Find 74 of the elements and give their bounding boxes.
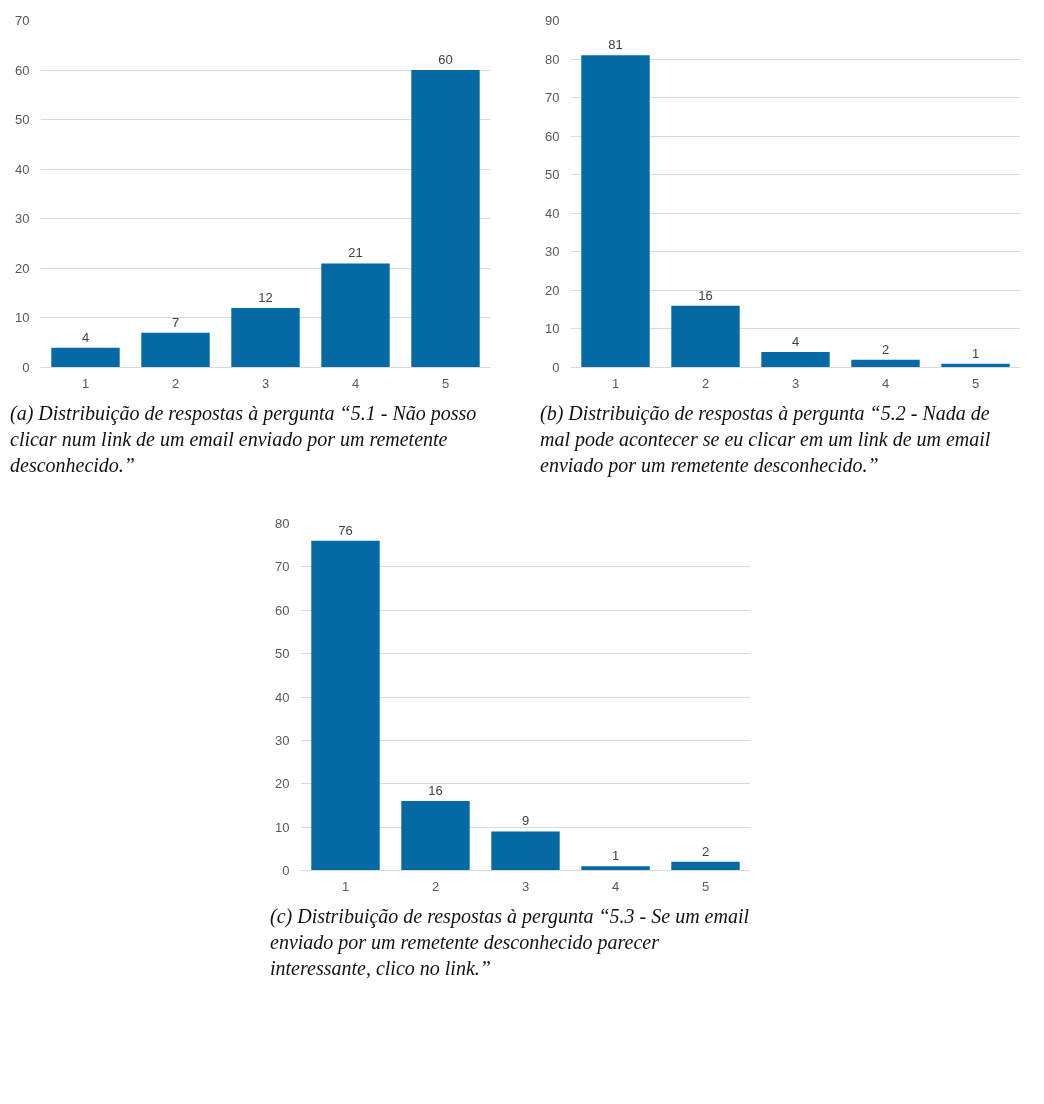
bar [671,305,740,368]
bar [671,861,740,871]
x-tick-label: 3 [791,375,800,391]
x-tick-label: 1 [81,375,90,391]
x-tick-label: 2 [431,878,440,894]
bar [851,359,920,368]
x-tick-label: 2 [171,375,180,391]
bar [401,801,470,871]
y-tick-label: 70 [15,13,30,28]
y-tick-label: 80 [275,516,290,531]
y-tick-label: 40 [15,161,30,177]
y-tick-label: 70 [275,559,290,575]
y-tick-label: 30 [275,732,290,748]
x-tick-label: 4 [881,375,890,391]
y-tick-label: 50 [545,167,560,183]
data-label: 12 [258,290,273,306]
bar [51,347,120,368]
x-tick-label: 5 [441,375,450,391]
bar [231,308,300,368]
data-label: 4 [791,334,800,350]
data-label: 7 [171,314,180,330]
bar [311,540,380,871]
y-tick-label: 40 [545,205,560,221]
data-label: 60 [438,52,453,68]
y-tick-label: 60 [15,62,30,78]
y-tick-label: 80 [545,51,560,67]
x-tick-label: 2 [701,375,710,391]
y-tick-label: 30 [545,244,560,260]
y-tick-label: 20 [15,260,30,276]
data-label: 21 [348,245,363,261]
x-tick-label: 4 [611,878,620,894]
y-tick-label: 40 [275,689,290,705]
data-label: 16 [428,783,443,799]
x-tick-label: 1 [611,375,620,391]
y-tick-label: 50 [275,646,290,662]
data-label: 2 [701,843,710,859]
text: (a) Distribuição de respostas à pergunta “5.1 - Não posso clicar num link de um email enviado por um remetente desconhecido.” [10,401,478,478]
data-label: 76 [338,522,353,538]
y-tick-label: 0 [552,360,560,375]
bar [581,55,650,368]
y-tick-label: 60 [275,602,290,618]
bar [761,352,830,368]
y-tick-label: 60 [545,128,560,144]
data-label: 9 [521,813,530,829]
text: (c) Distribuição de respostas à pergunta “5.3 - Se um email enviado por um remetente desconhecido parecer interessante, clico no link.” [270,904,750,981]
data-label: 1 [611,848,620,864]
bar [141,332,210,368]
x-tick-label: 5 [971,375,980,391]
bar [321,263,390,368]
y-tick-label: 0 [282,863,290,878]
x-tick-label: 4 [351,375,360,391]
data-label: 1 [971,345,980,361]
y-tick-label: 20 [545,282,560,298]
data-label: 4 [81,329,90,345]
y-tick-label: 10 [275,819,290,835]
x-tick-label: 3 [261,375,270,391]
y-tick-label: 20 [275,776,290,792]
y-tick-label: 70 [545,90,560,106]
y-tick-label: 10 [15,310,30,326]
y-tick-label: 30 [15,211,30,227]
data-label: 81 [608,37,623,53]
x-tick-label: 3 [521,878,530,894]
y-tick-label: 90 [545,13,560,28]
bar [411,70,480,368]
x-tick-label: 1 [341,878,350,894]
data-label: 2 [881,341,890,357]
y-tick-label: 50 [15,112,30,128]
data-label: 16 [698,287,713,303]
bar [581,866,650,871]
y-tick-label: 10 [545,321,560,337]
x-tick-label: 5 [701,878,710,894]
bar [491,831,560,871]
y-tick-label: 0 [22,360,30,375]
text: (b) Distribuição de respostas à pergunta “5.2 - Nada de mal pode acontecer se eu clicar em um link de um email enviado por um remetente desconhecido.” [540,401,992,478]
